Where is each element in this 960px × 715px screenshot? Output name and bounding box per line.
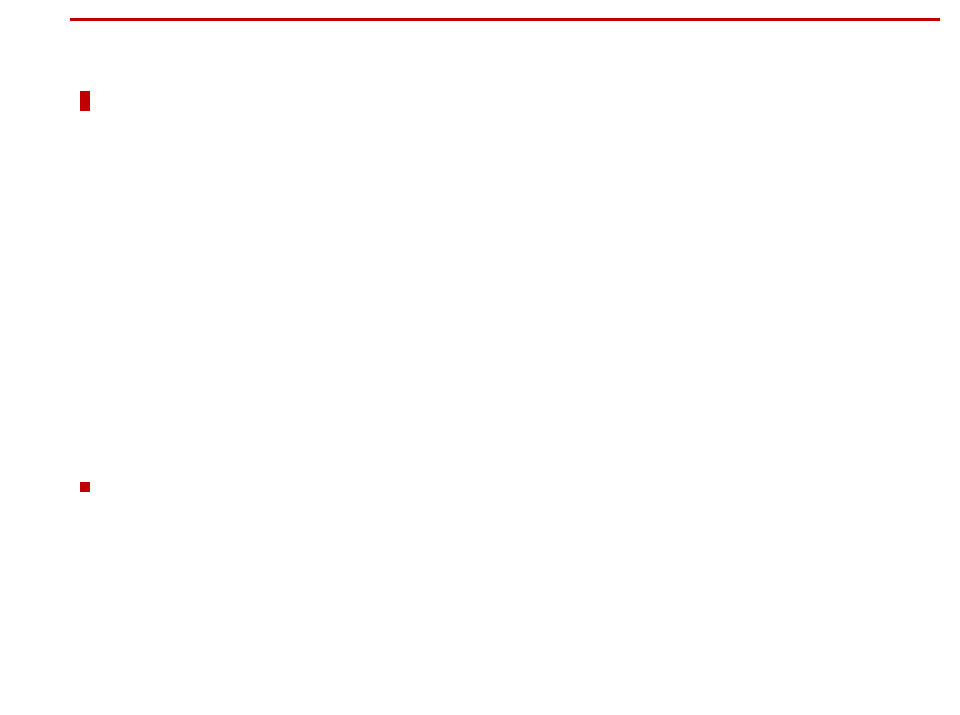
- title-underline: [70, 18, 940, 21]
- legend-item-zwrotne: [875, 419, 891, 430]
- right-column: [550, 74, 940, 100]
- bar-chart: [440, 425, 960, 705]
- section3-block: [80, 425, 440, 705]
- content-area: [80, 74, 940, 705]
- chart-legend: [845, 419, 891, 430]
- legend-swatch-1: [845, 419, 856, 430]
- left-column: [80, 74, 520, 100]
- brand-sidebar: [0, 60, 60, 680]
- chart-row: [80, 425, 960, 705]
- chart-wrapper: [440, 425, 960, 705]
- legend-swatch-2: [875, 419, 886, 430]
- title-bar: [70, 14, 940, 25]
- legend-item-osoby: [845, 419, 861, 430]
- top-columns: [80, 74, 940, 100]
